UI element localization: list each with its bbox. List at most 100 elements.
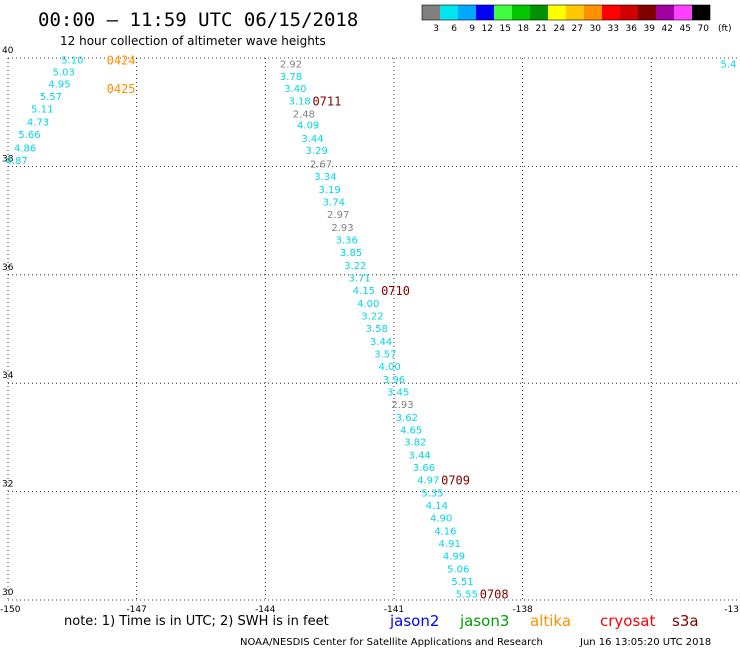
swh-value: 2.93 — [391, 400, 413, 411]
colorbar-label: 21 — [536, 24, 547, 34]
legend-jason3: jason3 — [459, 612, 509, 630]
y-tick-label: 30 — [2, 588, 14, 598]
colorbar-swatch — [440, 5, 458, 20]
swh-value: 3.40 — [284, 84, 306, 95]
y-tick-label: 32 — [2, 480, 13, 490]
swh-value: 3.62 — [396, 413, 418, 424]
swh-value: 4.16 — [434, 527, 456, 538]
colorbar-label: 9 — [469, 24, 475, 34]
colorbar-label: 6 — [451, 24, 457, 34]
swh-value: 3.78 — [280, 72, 302, 83]
swh-value: 3.45 — [387, 387, 409, 398]
chart-title: 00:00 – 11:59 UTC 06/15/2018 — [38, 9, 358, 31]
swh-value: 5.35 — [421, 489, 443, 500]
swh-value: 3.85 — [340, 248, 362, 259]
time-label: 0424 — [107, 54, 136, 68]
swh-value: 4.00 — [379, 362, 401, 373]
swh-value: 5.06 — [447, 565, 469, 576]
footer-credit: NOAA/NESDIS Center for Satellite Applica… — [240, 637, 543, 648]
colorbar-label: 12 — [482, 24, 493, 34]
x-tick-label: -13 — [724, 605, 739, 615]
axis-ticks: -150 -147 -144 -141 -138 -13 30 32 34 36 38 40 — [0, 46, 739, 615]
swh-value: 4.86 — [14, 143, 36, 154]
colorbar-swatch — [620, 5, 638, 20]
colorbar-swatch — [548, 5, 566, 20]
swh-value: 4.09 — [297, 121, 319, 132]
swh-value: 3.44 — [370, 337, 392, 348]
swh-value: 3.74 — [323, 198, 345, 209]
x-tick-label: -147 — [126, 605, 146, 615]
time-label: 0710 — [381, 284, 410, 298]
colorbar-label: 30 — [590, 24, 602, 34]
satellite-legend: jason2 jason3 altika cryosat s3a — [389, 612, 699, 630]
footer-timestamp: Jun 16 13:05:20 UTC 2018 — [579, 637, 711, 648]
swh-value: 3.34 — [314, 172, 336, 183]
swh-value: 4.91 — [439, 539, 461, 550]
y-tick-label: 40 — [2, 46, 14, 56]
legend-altika: altika — [530, 612, 571, 630]
time-label: 0425 — [107, 82, 136, 96]
colorbar-label: 36 — [626, 24, 638, 34]
swh-value: 3.66 — [413, 463, 435, 474]
chart-subtitle: 12 hour collection of altimeter wave hei… — [60, 34, 326, 48]
swh-value: 5.11 — [31, 104, 53, 115]
swh-value: 4.14 — [426, 501, 448, 512]
swh-value: 3.71 — [349, 274, 371, 285]
colorbar-swatch — [458, 5, 476, 20]
colorbar-label: 24 — [554, 24, 566, 34]
time-label: 0709 — [441, 474, 470, 488]
legend-s3a: s3a — [672, 612, 699, 630]
swh-value: 3.82 — [404, 438, 426, 449]
colorbar-frame — [421, 4, 711, 21]
data-labels: 5.105.034.95 5.575.11 4.73 5.66 4.86 4.87 2.92… — [5, 56, 736, 601]
colorbar-swatch — [584, 5, 602, 20]
x-tick-label: -144 — [255, 605, 276, 615]
swh-value: 2.93 — [331, 223, 353, 234]
swh-value: 5.51 — [451, 577, 473, 588]
swh-value: 4.99 — [443, 552, 465, 563]
swh-value: 4.65 — [400, 425, 422, 436]
swh-value: 5.03 — [53, 68, 75, 79]
colorbar-label: 42 — [662, 24, 673, 34]
time-label: 0708 — [480, 587, 509, 601]
colorbar-swatch — [638, 5, 656, 20]
swh-value: 5.4 — [720, 59, 736, 70]
colorbar-unit: (ft) — [718, 24, 732, 34]
swh-value: 4.95 — [48, 79, 70, 90]
x-tick-label: -138 — [512, 605, 533, 615]
y-tick-label: 38 — [2, 154, 14, 164]
swh-value: 2.67 — [310, 160, 332, 171]
swh-value: 2.48 — [293, 109, 315, 120]
time-labels: 0424 0425 0711 0710 0709 0708 — [107, 54, 509, 602]
note-text: note: 1) Time is in UTC; 2) SWH is in fe… — [64, 614, 329, 629]
swh-value: 2.97 — [327, 210, 349, 221]
colorbar-swatch — [530, 5, 548, 20]
colorbar-swatch — [656, 5, 674, 20]
swh-value: 4.97 — [417, 476, 439, 487]
colorbar-label: 33 — [608, 24, 619, 34]
swh-value: 3.29 — [306, 146, 328, 157]
swh-value: 3.44 — [301, 134, 323, 145]
swh-value: 5.57 — [40, 92, 62, 103]
swh-value: 3.57 — [374, 349, 396, 360]
swh-value: 3.44 — [409, 451, 431, 462]
colorbar-swatch — [674, 5, 692, 20]
colorbar-swatch — [422, 5, 440, 20]
colorbar: 3 6 9 12 15 18 21 24 27 30 33 36 39 42 45 70 (ft) — [421, 4, 732, 34]
colorbar-swatch — [566, 5, 584, 20]
swh-value: 3.18 — [288, 96, 310, 107]
colorbar-label: 15 — [500, 24, 511, 34]
x-tick-label: -150 — [0, 605, 21, 615]
swh-value: 4.90 — [430, 514, 452, 525]
colorbar-swatch — [692, 5, 710, 20]
grid-lines — [7, 57, 737, 601]
swh-value: 3.22 — [344, 261, 366, 272]
colorbar-label: 39 — [644, 24, 656, 34]
time-label: 0711 — [312, 94, 341, 108]
swh-value: 4.15 — [353, 286, 375, 297]
colorbar-label: 3 — [433, 24, 439, 34]
legend-cryosat: cryosat — [600, 612, 655, 630]
colorbar-label: 70 — [698, 24, 710, 34]
swh-value: 4.00 — [357, 299, 379, 310]
